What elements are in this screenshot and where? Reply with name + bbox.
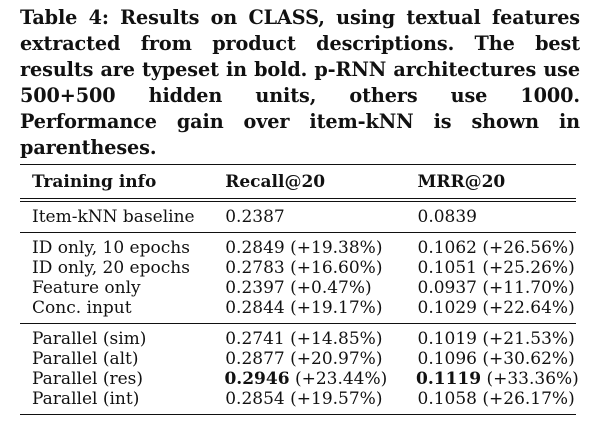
table-row: Item-kNN baseline 0.2387 0.0839 (20, 207, 576, 227)
table-section: ID only, 10 epochs 0.2849 (+19.38%) 0.1062… (20, 233, 576, 323)
row-label: Parallel (sim) (32, 329, 147, 349)
mrr-cell-value: 0.1096 (417, 349, 477, 369)
table-header: Training info Recall@20 MRR@20 (20, 165, 576, 198)
table-section: Item-kNN baseline 0.2387 0.0839 (20, 202, 576, 232)
table-caption: Table 4: Results on CLASS, using textual… (20, 6, 580, 159)
recall-cell: 0.2844 (+19.17%) (220, 298, 409, 318)
mrr-cell-value: 0.1058 (417, 389, 477, 409)
recall-cell-value: 0.2783 (225, 258, 285, 278)
recall-cell-gain: (+0.47%) (290, 278, 372, 298)
mrr-cell: 0.1096 (+30.62%) (410, 349, 577, 369)
mrr-cell: 0.1051 (+25.26%) (410, 258, 577, 278)
mrr-cell: 0.1058 (+26.17%) (410, 389, 577, 409)
recall-cell-value: 0.2741 (225, 329, 285, 349)
recall-cell-value: 0.2387 (225, 207, 285, 227)
table-body: Item-kNN baseline 0.2387 0.0839 ID only, 10… (20, 198, 579, 415)
row-label: Conc. input (32, 298, 132, 318)
mrr-cell: 0.1062 (+26.56%) (410, 238, 577, 258)
recall-cell-value: 0.2946 (224, 369, 290, 389)
recall-cell-gain: (+19.17%) (290, 298, 383, 318)
recall-cell: 0.2946 (+23.44%) (219, 369, 408, 389)
table-row: Feature only 0.2397 (+0.47%) 0.0937 (+11.7… (20, 278, 576, 298)
recall-cell-value: 0.2849 (225, 238, 285, 258)
section-rule (20, 232, 576, 233)
recall-cell: 0.2397 (+0.47%) (220, 278, 409, 298)
mrr-cell-gain: (+22.64%) (482, 298, 575, 318)
mrr-cell: 0.1019 (+21.53%) (410, 329, 577, 349)
table-section: Parallel (sim) 0.2741 (+14.85%) 0.1019 (+2… (20, 324, 579, 414)
mrr-cell-value: 0.0839 (417, 207, 477, 227)
mrr-cell-value: 0.1029 (417, 298, 477, 318)
header-row: Training info Recall@20 MRR@20 (20, 172, 576, 192)
mrr-cell: 0.1029 (+22.64%) (410, 298, 577, 318)
mrr-cell-gain: (+11.70%) (482, 278, 575, 298)
recall-cell-gain: (+19.57%) (290, 389, 383, 409)
recall-cell: 0.2741 (+14.85%) (220, 329, 409, 349)
row-label: Item-kNN baseline (32, 207, 195, 227)
mrr-cell-gain: (+25.26%) (482, 258, 575, 278)
bottom-rule (20, 414, 576, 415)
table-row: ID only, 20 epochs 0.2783 (+16.60%) 0.1051… (20, 258, 576, 278)
header-training-info: Training info (32, 172, 157, 192)
recall-cell: 0.2854 (+19.57%) (220, 389, 409, 409)
mrr-cell-value: 0.0937 (417, 278, 477, 298)
table-row: Parallel (sim) 0.2741 (+14.85%) 0.1019 (+2… (20, 329, 576, 349)
mrr-cell-gain: (+33.36%) (486, 369, 579, 389)
recall-cell-value: 0.2844 (225, 298, 285, 318)
recall-cell: 0.2877 (+20.97%) (220, 349, 409, 369)
recall-cell-gain: (+16.60%) (290, 258, 383, 278)
row-label: ID only, 20 epochs (32, 258, 190, 278)
mrr-cell-gain: (+26.17%) (482, 389, 575, 409)
recall-cell-gain: (+14.85%) (290, 329, 383, 349)
row-label: Parallel (int) (32, 389, 140, 409)
mrr-cell-value: 0.1051 (417, 258, 477, 278)
mrr-cell: 0.0937 (+11.70%) (410, 278, 577, 298)
header-recall: Recall@20 (225, 172, 326, 192)
table-row: Parallel (res) 0.2946 (+23.44%) 0.1119 (+3… (20, 369, 579, 389)
recall-cell: 0.2783 (+16.60%) (220, 258, 409, 278)
mrr-cell-value: 0.1019 (417, 329, 477, 349)
recall-cell-value: 0.2854 (225, 389, 285, 409)
mrr-cell-gain: (+26.56%) (482, 238, 575, 258)
mrr-cell-gain: (+21.53%) (482, 329, 575, 349)
row-label: Feature only (32, 278, 141, 298)
section-rule (20, 323, 576, 324)
recall-cell: 0.2849 (+19.38%) (220, 238, 409, 258)
header-mrr: MRR@20 (417, 172, 506, 192)
table-row: Parallel (int) 0.2854 (+19.57%) 0.1058 (+2… (20, 389, 576, 409)
recall-cell-gain: (+23.44%) (294, 369, 388, 389)
mrr-cell-gain: (+30.62%) (482, 349, 575, 369)
top-rule (20, 164, 576, 165)
mrr-cell: 0.0839 (410, 207, 577, 227)
recall-cell: 0.2387 (220, 207, 409, 227)
table-row: Conc. input 0.2844 (+19.17%) 0.1029 (+22.6… (20, 298, 576, 318)
mrr-cell-value: 0.1119 (416, 369, 482, 389)
recall-cell-gain: (+19.38%) (290, 238, 383, 258)
recall-cell-gain: (+20.97%) (290, 349, 383, 369)
table-row: Parallel (alt) 0.2877 (+20.97%) 0.1096 (+3… (20, 349, 576, 369)
section-rule (20, 198, 576, 202)
mrr-cell-value: 0.1062 (417, 238, 477, 258)
recall-cell-value: 0.2397 (225, 278, 285, 298)
results-table: Training info Recall@20 MRR@20 Item-kNN … (20, 164, 579, 415)
row-label: Parallel (alt) (32, 349, 139, 369)
row-label: Parallel (res) (32, 369, 144, 389)
table-row: ID only, 10 epochs 0.2849 (+19.38%) 0.1062… (20, 238, 576, 258)
mrr-cell: 0.1119 (+33.36%) (408, 369, 579, 389)
recall-cell-value: 0.2877 (225, 349, 285, 369)
row-label: ID only, 10 epochs (32, 238, 190, 258)
